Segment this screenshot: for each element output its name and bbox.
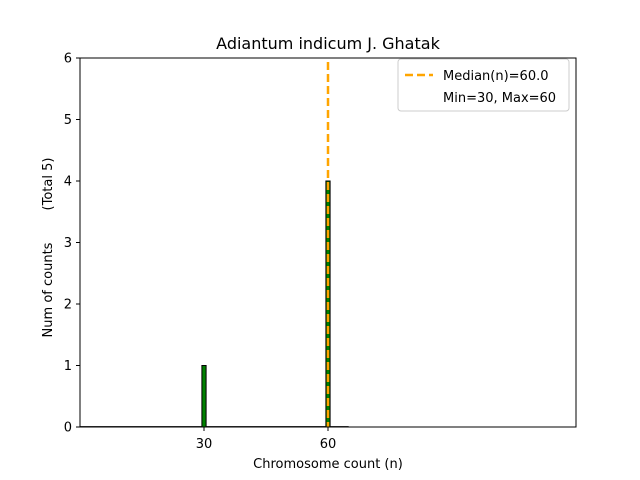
histogram-bar xyxy=(201,365,207,428)
y-axis-total-note: (Total 5) xyxy=(41,158,56,211)
legend-median-label: Median(n)=60.0 xyxy=(443,69,549,84)
chart-title: Adiantum indicum J. Ghatak xyxy=(216,34,440,53)
legend: Median(n)=60.0 Min=30, Max=60 xyxy=(397,58,570,112)
x-tick-label: 60 xyxy=(320,437,337,452)
plot-area: 0 1 2 3 4 5 6 30 60 xyxy=(64,52,577,452)
y-tick-label: 3 xyxy=(64,236,72,251)
x-tick-label: 30 xyxy=(196,437,213,452)
x-axis-label: Chromosome count (n) xyxy=(253,457,403,472)
legend-frame xyxy=(397,58,570,112)
y-axis-label-group: Num of counts (Total 5) xyxy=(41,158,56,338)
y-tick-label: 0 xyxy=(64,421,72,436)
y-tick-label: 6 xyxy=(64,52,72,67)
y-tick-label: 2 xyxy=(64,298,72,313)
y-tick-label: 5 xyxy=(64,113,72,128)
y-axis-label: Num of counts xyxy=(41,242,56,337)
legend-min-max-label: Min=30, Max=60 xyxy=(443,91,556,106)
y-tick-label: 1 xyxy=(64,359,72,374)
y-tick-label: 4 xyxy=(64,175,72,190)
